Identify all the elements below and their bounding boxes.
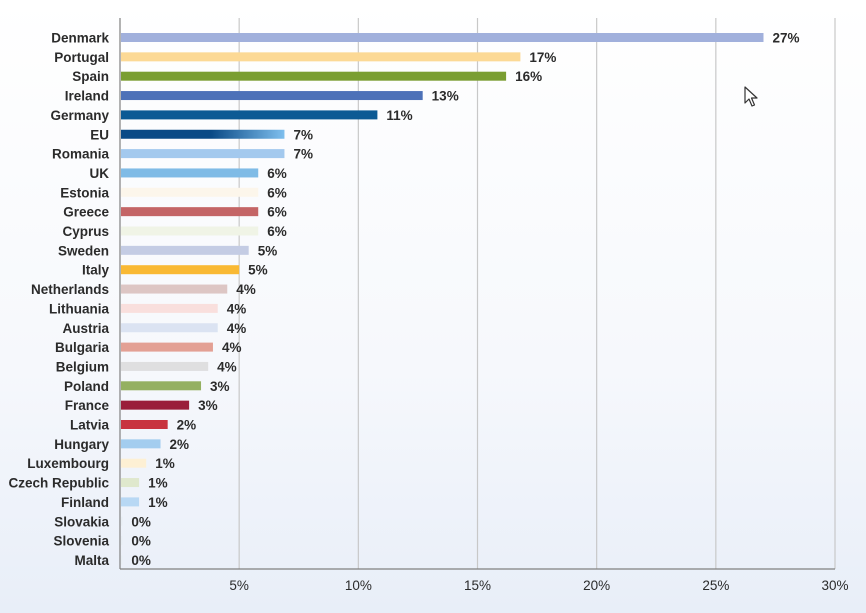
labels: 5% 10% 15% 20% 25% 30% Denmark 27% Portugal 17% Sp… xyxy=(8,31,848,594)
bar-portugal xyxy=(121,52,521,62)
bar-greece xyxy=(121,207,259,217)
value-label: 16% xyxy=(515,69,542,84)
bar-romania xyxy=(121,149,285,159)
bar-belgium xyxy=(121,361,209,371)
category-label: Austria xyxy=(62,321,109,336)
category-label: Greece xyxy=(63,205,109,220)
value-label: 4% xyxy=(236,282,256,297)
bar-hungary xyxy=(121,439,161,449)
value-label: 4% xyxy=(227,321,247,336)
value-label: 5% xyxy=(248,263,268,278)
value-label: 11% xyxy=(386,108,412,123)
bar-austria xyxy=(121,323,218,333)
value-label: 4% xyxy=(217,359,237,374)
bar-italy xyxy=(121,265,240,275)
value-label: 17% xyxy=(529,50,556,65)
bar-latvia xyxy=(121,420,168,429)
category-label: Estonia xyxy=(60,185,109,200)
value-label: 0% xyxy=(131,514,151,529)
gridlines xyxy=(238,18,836,569)
category-label: Italy xyxy=(82,263,110,278)
value-label: 1% xyxy=(155,456,175,471)
axes xyxy=(119,18,835,570)
bar-denmark xyxy=(121,33,764,42)
bar-czech-republic xyxy=(121,478,140,488)
bar-slovakia xyxy=(121,516,123,526)
category-label: Bulgaria xyxy=(55,340,110,355)
bar-spain xyxy=(121,71,507,81)
category-label: Slovakia xyxy=(54,514,109,529)
bar-poland xyxy=(121,381,202,391)
value-label: 3% xyxy=(210,379,230,394)
category-label: Latvia xyxy=(70,418,110,433)
x-tick-label: 10% xyxy=(345,578,372,593)
category-label: Hungary xyxy=(54,437,109,452)
value-label: 4% xyxy=(222,340,242,355)
value-label: 0% xyxy=(131,553,151,568)
bar-germany xyxy=(121,110,378,120)
x-tick-label: 15% xyxy=(464,578,491,593)
bar-france xyxy=(121,400,190,410)
category-label: Netherlands xyxy=(31,282,109,297)
category-label: Finland xyxy=(61,495,109,510)
category-label: Poland xyxy=(64,379,109,394)
category-label: Denmark xyxy=(51,31,109,46)
category-label: EU xyxy=(90,127,109,142)
category-label: Luxembourg xyxy=(27,456,109,471)
value-label: 6% xyxy=(267,224,287,239)
value-label: 1% xyxy=(148,495,168,510)
category-label: Spain xyxy=(72,69,109,84)
mouse-pointer-icon xyxy=(744,86,758,107)
value-label: 2% xyxy=(177,418,197,433)
value-label: 6% xyxy=(267,205,287,220)
bar-finland xyxy=(121,497,140,507)
category-label: Portugal xyxy=(54,50,109,65)
bar-estonia xyxy=(121,187,259,197)
bar-slovenia xyxy=(121,536,123,546)
value-label: 0% xyxy=(131,534,151,549)
x-tick-label: 30% xyxy=(821,578,848,593)
value-label: 13% xyxy=(432,89,459,104)
category-label: Belgium xyxy=(56,359,109,374)
bar-ireland xyxy=(121,91,423,101)
x-tick-label: 20% xyxy=(583,578,610,593)
bar-lithuania xyxy=(121,303,218,313)
value-label: 6% xyxy=(267,166,287,181)
x-tick-label: 5% xyxy=(229,578,249,593)
value-label: 7% xyxy=(293,127,313,142)
value-label: 1% xyxy=(148,476,168,491)
bar-bulgaria xyxy=(121,342,213,352)
category-label: Czech Republic xyxy=(8,476,109,491)
category-label: Cyprus xyxy=(62,224,109,239)
value-label: 6% xyxy=(267,185,287,200)
category-label: Romania xyxy=(52,147,110,162)
value-label: 5% xyxy=(258,243,278,258)
bar-eu xyxy=(121,129,285,139)
value-label: 4% xyxy=(227,301,247,316)
value-label: 2% xyxy=(170,437,190,452)
category-label: Sweden xyxy=(58,243,109,258)
category-label: Malta xyxy=(74,553,109,568)
value-label: 27% xyxy=(773,31,800,46)
bar-uk xyxy=(121,168,259,178)
category-label: Lithuania xyxy=(49,301,109,316)
bar-cyprus xyxy=(121,226,259,236)
category-label: France xyxy=(65,398,110,413)
category-label: Germany xyxy=(50,108,109,123)
category-label: Ireland xyxy=(65,89,109,104)
category-label: Slovenia xyxy=(53,534,109,549)
bar-malta xyxy=(121,555,123,565)
bar-sweden xyxy=(121,245,249,255)
bars xyxy=(121,33,764,565)
value-label: 3% xyxy=(198,398,218,413)
value-label: 7% xyxy=(293,147,313,162)
x-tick-label: 25% xyxy=(702,578,729,593)
category-label: UK xyxy=(90,166,110,181)
bar-luxembourg xyxy=(121,458,147,468)
bar-netherlands xyxy=(121,284,228,294)
